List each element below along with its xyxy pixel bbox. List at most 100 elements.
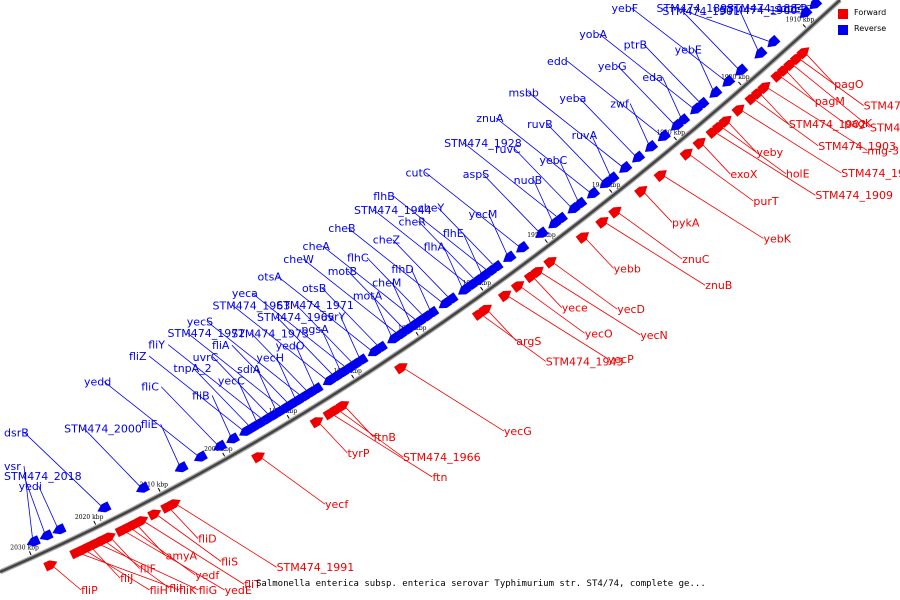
gene-arrow[interactable]: [471, 309, 486, 321]
gene-label[interactable]: yedi: [19, 480, 42, 493]
gene-label[interactable]: ruvB: [527, 118, 553, 131]
gene-arrow[interactable]: [632, 150, 646, 163]
gene-label[interactable]: amyA: [166, 550, 198, 563]
gene-label[interactable]: yeca: [232, 287, 258, 300]
gene-label[interactable]: STM474_1893: [657, 2, 735, 15]
gene-arrow[interactable]: [135, 481, 150, 493]
gene-label[interactable]: STM474_1901: [662, 5, 740, 18]
gene-arrow[interactable]: [809, 0, 823, 10]
gene-label[interactable]: yebC: [539, 154, 567, 167]
gene-arrow[interactable]: [619, 160, 633, 173]
gene-label[interactable]: fliF: [140, 563, 156, 576]
gene-label[interactable]: pagM: [815, 95, 845, 108]
gene-label[interactable]: fliB: [192, 389, 210, 402]
gene-arrow[interactable]: [548, 216, 562, 229]
gene-label[interactable]: yecf: [325, 498, 349, 511]
gene-label[interactable]: yedE: [225, 584, 252, 597]
gene-label[interactable]: STM474_1891: [870, 121, 900, 134]
gene-arrow[interactable]: [160, 502, 175, 514]
gene-arrow[interactable]: [670, 118, 684, 131]
gene-arrow[interactable]: [43, 560, 58, 572]
gene-label[interactable]: ftnB: [373, 431, 396, 444]
gene-arrow[interactable]: [309, 417, 324, 429]
gene-arrow[interactable]: [387, 332, 401, 344]
gene-label[interactable]: fliZ: [129, 350, 147, 363]
gene-arrow[interactable]: [770, 70, 784, 83]
gene-arrow[interactable]: [608, 206, 622, 219]
gene-label[interactable]: fliE: [141, 418, 158, 431]
gene-label[interactable]: sopE2: [774, 2, 807, 15]
gene-label[interactable]: yecO: [585, 327, 613, 340]
gene-label[interactable]: yebF: [611, 2, 638, 15]
gene-label[interactable]: yedO: [276, 339, 305, 352]
gene-label[interactable]: yecS: [187, 315, 213, 328]
gene-label[interactable]: yece: [562, 302, 588, 315]
gene-label[interactable]: STM474_1906: [841, 167, 900, 180]
gene-arrow[interactable]: [595, 216, 609, 229]
gene-label[interactable]: dsrB: [4, 426, 29, 439]
gene-label[interactable]: STM474_1928: [444, 137, 522, 150]
gene-label[interactable]: ruvC: [495, 143, 521, 156]
gene-label[interactable]: fliT: [244, 578, 261, 591]
gene-arrow[interactable]: [722, 74, 736, 87]
gene-label[interactable]: STM474_1900: [720, 4, 798, 17]
gene-arrow[interactable]: [709, 85, 723, 98]
gene-label[interactable]: ftn: [432, 471, 447, 484]
gene-label[interactable]: STM474_1884: [727, 2, 805, 15]
gene-label[interactable]: STM474_1909: [815, 189, 893, 202]
gene-arrow[interactable]: [193, 450, 208, 462]
gene-arrow[interactable]: [575, 232, 590, 244]
gene-arrow[interactable]: [586, 186, 601, 199]
gene-label[interactable]: otsB: [302, 282, 326, 295]
gene-label[interactable]: yecD: [617, 303, 645, 316]
gene-label[interactable]: STM474_1903: [818, 140, 896, 153]
gene-arrow[interactable]: [657, 129, 671, 142]
gene-label[interactable]: otsA: [258, 270, 283, 283]
gene-label[interactable]: flhC: [347, 252, 369, 265]
gene-label[interactable]: flhB: [373, 190, 394, 203]
gene-label[interactable]: znuB: [705, 279, 732, 292]
gene-label[interactable]: STM474_1971: [276, 299, 354, 312]
gene-label[interactable]: purT: [753, 195, 778, 208]
gene-label[interactable]: STM474_1972: [168, 327, 246, 340]
gene-label[interactable]: yecC: [218, 374, 245, 387]
gene-label[interactable]: STM474_1902: [789, 118, 867, 131]
gene-arrow[interactable]: [322, 409, 337, 421]
gene-label[interactable]: cheA: [303, 240, 331, 253]
gene-label[interactable]: cheR: [398, 215, 426, 228]
gene-label[interactable]: pykA: [672, 216, 700, 229]
gene-label[interactable]: tnpA_2: [173, 362, 211, 375]
gene-arrow[interactable]: [322, 374, 337, 386]
gene-label[interactable]: fliI: [169, 582, 182, 595]
gene-arrow[interactable]: [226, 432, 240, 444]
gene-arrow[interactable]: [731, 104, 745, 117]
gene-label[interactable]: yecH: [256, 351, 284, 364]
gene-label[interactable]: yeby: [756, 146, 783, 159]
gene-arrow[interactable]: [174, 461, 189, 473]
gene-arrow[interactable]: [394, 363, 408, 375]
gene-arrow[interactable]: [503, 250, 517, 263]
gene-arrow[interactable]: [767, 34, 781, 48]
gene-label[interactable]: mig-3: [867, 144, 899, 157]
gene-label[interactable]: pgsA: [301, 323, 329, 336]
gene-label[interactable]: pagO: [834, 78, 864, 91]
gene-label[interactable]: eda: [642, 71, 663, 84]
gene-arrow[interactable]: [39, 529, 54, 541]
gene-label[interactable]: fliP: [81, 584, 98, 597]
gene-label[interactable]: yebG: [598, 60, 627, 73]
gene-arrow[interactable]: [213, 439, 228, 451]
gene-label[interactable]: yebK: [763, 232, 791, 245]
gene-label[interactable]: fliG: [199, 584, 218, 597]
gene-label[interactable]: yedd: [84, 376, 111, 389]
gene-label[interactable]: uvrY: [321, 311, 346, 324]
gene-label[interactable]: fliH: [150, 584, 168, 597]
gene-label[interactable]: fliY: [148, 339, 165, 352]
gene-label[interactable]: cheM: [372, 276, 401, 289]
gene-label[interactable]: STM474_1943: [546, 355, 624, 368]
gene-label[interactable]: fliS: [221, 556, 238, 569]
gene-arrow[interactable]: [690, 102, 704, 115]
gene-arrow[interactable]: [653, 170, 667, 183]
gene-label[interactable]: STM474_1890: [864, 100, 900, 113]
gene-label[interactable]: fliA: [212, 339, 230, 352]
gene-arrow[interactable]: [457, 283, 472, 295]
